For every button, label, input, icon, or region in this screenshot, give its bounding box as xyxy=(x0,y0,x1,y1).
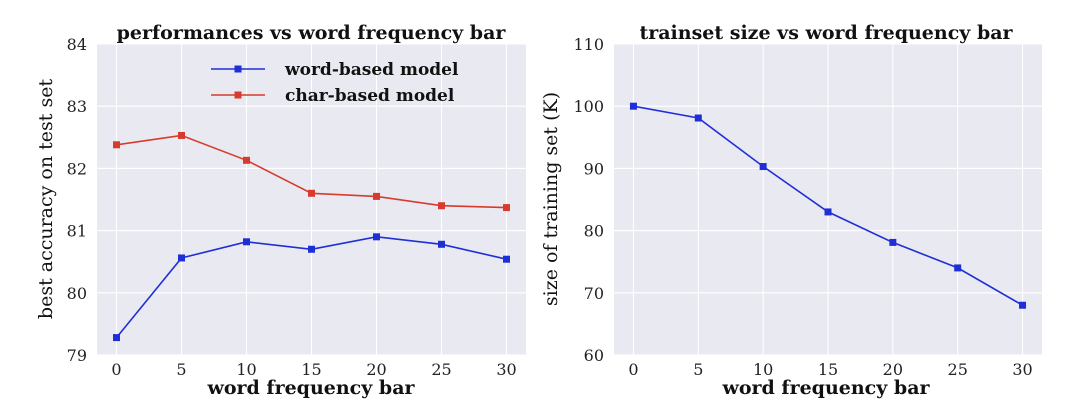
accuracy-y-tick-label: 84 xyxy=(67,35,87,54)
trainset-y-axis-label: size of training set (K) xyxy=(540,92,562,306)
legend: word-based model char-based model xyxy=(211,60,459,106)
accuracy-x-ticks: 0 5 10 15 20 25 30 xyxy=(111,360,516,379)
accuracy-word-based-model-point xyxy=(243,238,250,246)
trainset-y-ticks: 60 70 80 90 100 110 xyxy=(573,35,604,365)
accuracy-x-tick-label: 30 xyxy=(496,360,516,379)
trainset-x-tick-label: 25 xyxy=(948,360,968,379)
accuracy-series xyxy=(113,131,510,342)
trainset-chart-title: trainset size vs word frequency bar xyxy=(639,22,1013,44)
trainset-y-tick-label: 90 xyxy=(584,159,604,178)
accuracy-y-tick-label: 80 xyxy=(67,284,87,303)
trainset-trainset-size-point xyxy=(1019,301,1027,309)
trainset-trainset-size-point xyxy=(824,208,832,216)
trainset-x-tick-label: 0 xyxy=(628,360,638,379)
accuracy-char-based-model-point xyxy=(308,189,315,197)
accuracy-word-based-model-point xyxy=(503,255,510,263)
accuracy-x-axis-label: word frequency bar xyxy=(206,377,415,399)
accuracy-word-based-model-point xyxy=(178,254,185,262)
accuracy-grid xyxy=(97,43,526,356)
accuracy-y-tick-label: 82 xyxy=(67,159,87,178)
accuracy-x-tick-label: 5 xyxy=(176,360,186,379)
trainset-x-tick-label: 30 xyxy=(1012,360,1032,379)
accuracy-y-tick-label: 79 xyxy=(67,346,87,365)
accuracy-word-based-model-point xyxy=(308,245,315,253)
trainset-x-tick-label: 5 xyxy=(693,360,703,379)
accuracy-x-tick-label: 20 xyxy=(366,360,386,379)
trainset-trainset-size-point xyxy=(954,264,962,272)
legend-word-label: word-based model xyxy=(284,60,459,80)
accuracy-char-based-model-point xyxy=(113,141,120,149)
accuracy-y-tick-label: 83 xyxy=(67,97,87,116)
accuracy-char-based-model-point xyxy=(243,156,250,164)
trainset-y-tick-label: 60 xyxy=(584,346,604,365)
accuracy-word-based-model-point xyxy=(438,240,445,248)
trainset-x-ticks: 0 5 10 15 20 25 30 xyxy=(628,360,1032,379)
trainset-y-tick-label: 100 xyxy=(573,97,604,116)
accuracy-char-based-model-point xyxy=(438,202,445,210)
trainset-trainset-size-point xyxy=(889,238,897,246)
accuracy-x-tick-label: 10 xyxy=(236,360,256,379)
accuracy-word-based-model-point xyxy=(373,233,380,241)
accuracy-char-based-model-point xyxy=(503,204,510,212)
legend-char-swatch-marker xyxy=(234,91,242,99)
trainset-trainset-size-point xyxy=(694,114,702,122)
accuracy-chart: 0 5 10 15 20 25 30 79 80 81 82 83 84 performances v… xyxy=(35,22,526,399)
trainset-x-tick-label: 10 xyxy=(753,360,773,379)
accuracy-y-tick-label: 81 xyxy=(67,222,87,241)
accuracy-y-ticks: 79 80 81 82 83 84 xyxy=(67,35,87,365)
trainset-x-tick-label: 15 xyxy=(818,360,838,379)
trainset-x-tick-label: 20 xyxy=(883,360,903,379)
accuracy-y-axis-label: best accuracy on test set xyxy=(35,79,57,320)
legend-char-label: char-based model xyxy=(285,86,455,106)
accuracy-char-based-model-point xyxy=(178,131,185,139)
trainset-chart: 0 5 10 15 20 25 30 60 70 80 90 100 110 trainset siz… xyxy=(540,22,1042,399)
trainset-x-axis-label: word frequency bar xyxy=(721,377,930,399)
trainset-y-tick-label: 110 xyxy=(573,35,604,54)
accuracy-word-based-model-point xyxy=(113,334,120,342)
trainset-trainset-size-point xyxy=(629,102,637,110)
legend-word-swatch-marker xyxy=(234,65,242,73)
trainset-y-tick-label: 70 xyxy=(584,284,604,303)
trainset-series xyxy=(629,102,1027,309)
accuracy-x-tick-label: 25 xyxy=(431,360,451,379)
accuracy-x-tick-label: 0 xyxy=(111,360,121,379)
trainset-trainset-size-point xyxy=(759,163,767,171)
accuracy-chart-title: performances vs word frequency bar xyxy=(117,22,507,44)
accuracy-char-based-model-point xyxy=(373,192,380,200)
accuracy-x-tick-label: 15 xyxy=(301,360,321,379)
trainset-y-tick-label: 80 xyxy=(584,222,604,241)
